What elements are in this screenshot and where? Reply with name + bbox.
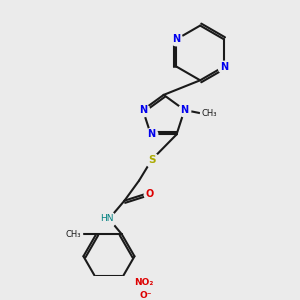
Text: NO₂: NO₂ bbox=[134, 278, 153, 287]
Text: N: N bbox=[172, 34, 181, 44]
Text: N: N bbox=[220, 61, 228, 72]
Text: N: N bbox=[139, 105, 147, 115]
Text: HN: HN bbox=[100, 214, 114, 224]
Text: CH₃: CH₃ bbox=[201, 109, 217, 118]
Text: O: O bbox=[146, 189, 154, 199]
Text: S: S bbox=[148, 154, 156, 165]
Text: N: N bbox=[147, 130, 155, 140]
Text: O⁻: O⁻ bbox=[139, 291, 152, 300]
Text: N: N bbox=[180, 105, 189, 115]
Text: CH₃: CH₃ bbox=[66, 230, 81, 239]
